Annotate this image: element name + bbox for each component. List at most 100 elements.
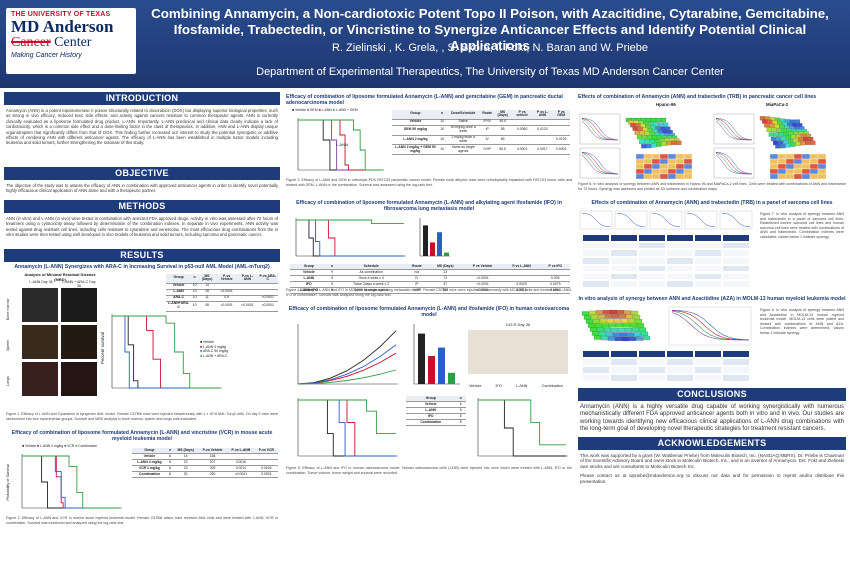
fig2-table-cell: Vehicle [132,453,167,460]
heat-cell [817,168,827,175]
heat-cell [667,168,677,175]
fig3-panel: ■ Vehicle ■ GEM ■ L-ANN ■ L-ANN + GEM L-… [286,108,572,178]
fig8-caption: Figure 8. In vitro analysis of synergy b… [760,308,844,335]
fig1-table-header-2: MS (Days) [197,274,217,284]
surface-cell [676,140,682,145]
surface-cell [604,314,613,319]
ci-cell [582,272,610,281]
fig2-ylabel: Probability of Survival [6,464,10,501]
bar [430,242,435,256]
ci-cell [610,272,638,281]
ci-cell [638,366,666,374]
fig1-table-cell [237,283,258,290]
fig1-table-cell [237,289,258,296]
fig5-table-cell: 5 [455,407,466,414]
fig2-table-cell: 8 [166,465,174,472]
surface-cell [775,136,782,141]
ci-cell [666,249,694,258]
km-lann [112,315,220,389]
fig3-title: Efficacy of combination of liposome form… [286,94,563,106]
fig3-legend-gem: GEM [309,108,318,112]
ci-cell [694,249,722,258]
fig1-table-header-5: P-vs ARA-C [257,274,278,284]
fig2-table: Group n MS (Days) P-vs Vehicle P-vs L-ANN P-v… [132,448,278,478]
fig2-table-cell: 0.0016 [227,459,255,466]
fig3-table-cell: Vehicle [392,119,439,126]
ci-cell [666,257,694,265]
ci-cell [694,241,722,250]
results-heading: RESULTS [4,249,280,262]
fig3-table-row: L-ANN 2 mg/kg + GEM 50 mg/kg 10 Same as si… [392,144,570,156]
ci-cell [582,374,610,382]
surface-cell [587,323,596,328]
fig1-table-row: L-ANN 10 28 <0.0001 [166,289,278,296]
surface-cell [606,318,615,323]
fig7-dose-curves [578,210,758,230]
fig3-table-row: L-ANN 2 mg/kg 10 2 mg/kg twice a week IV 65 0… [392,135,570,146]
surface-cell [644,139,650,144]
surface-cell [766,127,772,132]
surface-cell [623,310,632,315]
fig1-ylabel: Percent survival [100,332,105,365]
fig3-table-header-0: Group [392,110,439,120]
heat-cell [683,168,693,175]
surface-cell [774,124,780,129]
fig4-table-cell: 0.0015 [502,287,541,294]
ci-cell [722,374,750,382]
surface-cell [620,318,629,323]
ci-cell [610,366,638,374]
ci-cell [638,272,666,281]
fig1-table-cell: <0.0001 [257,295,278,302]
heat-cell [635,168,645,175]
surface-cell [602,310,611,315]
fig3-table-cell: 58 [493,125,512,136]
fig2-table-cell: 23 [173,465,199,472]
fig2-table-row: Combination 8 30 250 <0.0001 0.0001 [132,471,278,478]
fig1-table-row: ARA-C 10 11 0.6 <0.0001 [166,295,278,302]
fig3-table-cell: 10 [438,119,446,126]
surface-cell [795,141,801,146]
heat-cell [659,153,669,160]
ci-cell [582,234,610,242]
surface-cell [627,318,636,324]
fig1-analysis-label: Analysis of Minimal Residual Disease (MR… [24,272,96,282]
surface-cell [612,332,621,337]
surface-cell [781,128,787,133]
fig1-table-cell: <0.0001 [216,289,238,296]
fig2-table-cell: 209 [198,465,228,472]
surface-cell [593,335,602,340]
heat-cell [675,168,685,175]
heat-cell [667,158,677,165]
heat-cell [683,173,693,180]
heat-cell [801,168,811,175]
fig2-table-cell: 207 [198,459,228,466]
fig4-table-row: L-ANN 9 Once a week x 4 IV 72 <0.0001 0.009 [290,275,570,282]
surface-cell [764,123,770,128]
heat-cell [777,158,787,165]
surface-cell [583,315,592,320]
fig4-table-cell [502,275,541,282]
surface-cell [663,122,669,127]
fig3-table-cell: 0.0001 [511,144,533,156]
fig4-table-header-1: n [327,264,337,271]
km-lann [298,399,396,457]
surface-cell [639,130,645,135]
km-vcr [22,455,120,509]
bar [428,356,435,384]
fig1-table-cell: 11 [197,295,217,302]
ci-cell [610,374,638,382]
surface-cell [625,314,634,319]
heat-cell [769,153,779,160]
surface-cell [778,132,784,137]
fig5-table-row: L-ANN 5 [406,407,466,414]
fig4-table-cell: L-ANN+IFO [290,287,328,294]
fig2-table-cell: 0.0001 [254,471,278,478]
fig4-table-cell: Vehicle [290,269,328,276]
heat-cell [651,153,661,160]
km-combo [296,219,404,225]
surface-cell [590,314,599,320]
fig6-line-a: Hpanc-96 [656,102,676,107]
contact-text: Please contact us at wpriebe@mdanderson.… [580,473,844,484]
fig3-table-cell: 0.0120 [532,125,553,136]
fig2-table-cell: 8 [166,471,174,478]
